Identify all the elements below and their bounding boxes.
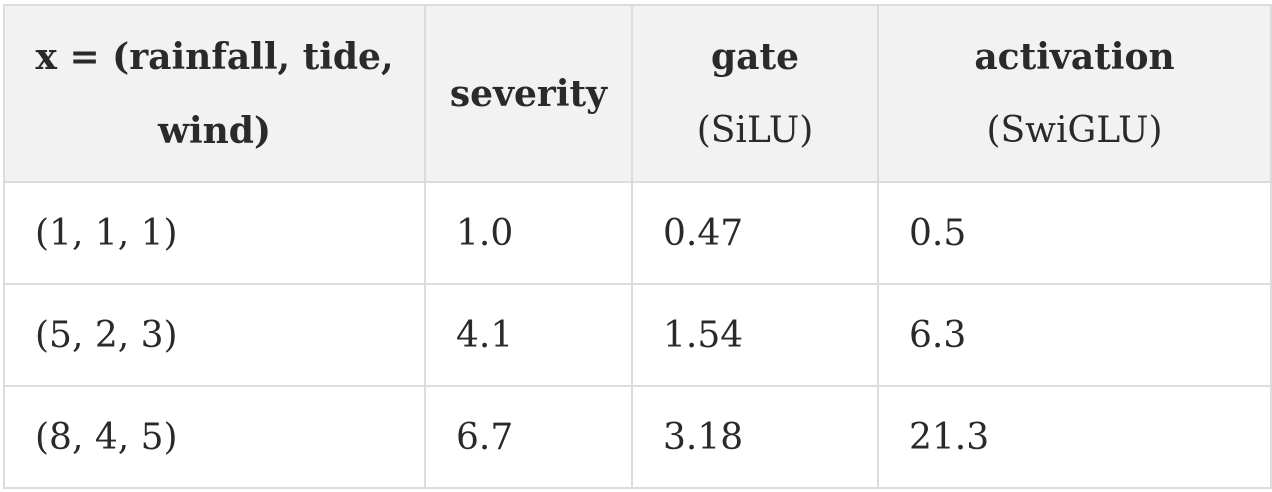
cell-gate: 3.18 [631, 385, 879, 489]
cell-x: (8, 4, 5) [3, 385, 426, 489]
header-gate-line2: (SiLU) [696, 109, 814, 151]
table-row: (1, 1, 1) 1.0 0.47 0.5 [3, 181, 1272, 285]
header-activation: activation (SwiGLU) [877, 4, 1272, 183]
cell-activation: 6.3 [877, 283, 1272, 387]
header-input-x: x = (rainfall, tide, wind) [3, 4, 426, 183]
cell-gate: 1.54 [631, 283, 879, 387]
header-activation-line1: activation [974, 35, 1175, 78]
cell-gate: 0.47 [631, 181, 879, 285]
data-table: x = (rainfall, tide, wind) severity gate… [3, 4, 1272, 489]
header-severity-label: severity [449, 72, 608, 115]
cell-x: (1, 1, 1) [3, 181, 426, 285]
cell-activation: 21.3 [877, 385, 1272, 489]
header-input-x-line2: wind) [157, 109, 272, 152]
header-row: x = (rainfall, tide, wind) severity gate… [3, 4, 1272, 183]
cell-activation: 0.5 [877, 181, 1272, 285]
cell-severity: 1.0 [424, 181, 633, 285]
header-activation-line2: (SwiGLU) [986, 109, 1163, 151]
header-severity: severity [424, 4, 633, 183]
header-gate-line1: gate [710, 35, 800, 78]
cell-severity: 4.1 [424, 283, 633, 387]
cell-severity: 6.7 [424, 385, 633, 489]
table-row: (5, 2, 3) 4.1 1.54 6.3 [3, 283, 1272, 387]
header-gate: gate (SiLU) [631, 4, 879, 183]
cell-x: (5, 2, 3) [3, 283, 426, 387]
table-row: (8, 4, 5) 6.7 3.18 21.3 [3, 385, 1272, 489]
header-input-x-line1: x = (rainfall, tide, [35, 35, 394, 78]
